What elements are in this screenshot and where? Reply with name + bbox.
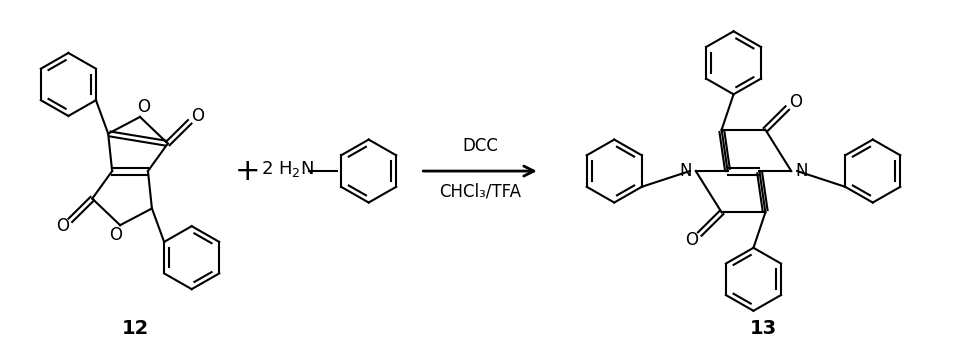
Text: O: O bbox=[191, 107, 203, 125]
Text: 13: 13 bbox=[749, 319, 776, 338]
Text: O: O bbox=[56, 217, 69, 235]
Text: N: N bbox=[679, 162, 691, 180]
Text: CHCl₃/TFA: CHCl₃/TFA bbox=[439, 183, 520, 201]
Text: O: O bbox=[109, 226, 122, 244]
Text: 2 H$_2$N: 2 H$_2$N bbox=[261, 159, 314, 179]
Text: O: O bbox=[788, 93, 801, 111]
Text: O: O bbox=[138, 98, 150, 116]
Text: +: + bbox=[234, 157, 260, 186]
Text: N: N bbox=[795, 162, 806, 180]
Text: DCC: DCC bbox=[461, 137, 497, 155]
Text: 12: 12 bbox=[121, 319, 148, 338]
Text: O: O bbox=[685, 231, 698, 249]
